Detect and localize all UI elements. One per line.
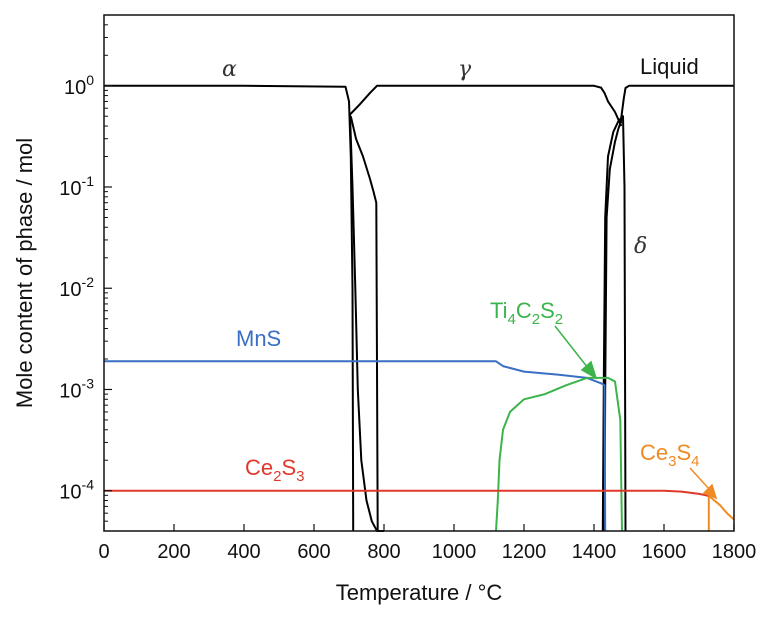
x-tick-label: 1600 (642, 541, 687, 563)
ce2s3-label-part: S (281, 455, 296, 480)
x-tick-label: 600 (297, 541, 330, 563)
gamma-label: γ (458, 57, 472, 82)
ce2s3-label-part: Ce (245, 455, 273, 480)
alpha-label: α (222, 57, 237, 82)
ce3s4-label: Ce3S4 (640, 440, 700, 470)
x-tick-label: 200 (157, 541, 190, 563)
ti4c2s2-label-part: S (540, 298, 555, 323)
series-line-delta (601, 115, 627, 532)
x-axis-label: Temperature / °C (336, 580, 503, 605)
series-line-Ce3S4 (708, 495, 735, 521)
series-line-alpha (104, 84, 355, 532)
series-line-Ti4C2S2 (495, 376, 623, 532)
x-tick-label: 1400 (572, 541, 617, 563)
ce2s3-label-sub: 3 (296, 468, 304, 485)
x-tick-label: 1200 (502, 541, 547, 563)
ti4c2s2-label-sub: 2 (532, 311, 540, 328)
ce3s4-label-part: S (676, 440, 691, 465)
series-line-alpha (349, 115, 379, 532)
ce2s3-label: Ce2S3 (245, 455, 305, 485)
mns-label: MnS (236, 326, 281, 351)
ti4c2s2-label-part: Ti (490, 298, 508, 323)
x-tick-label: 800 (367, 541, 400, 563)
curves-layer (104, 84, 735, 532)
ce3s4-arrow (689, 467, 718, 500)
ti4c2s2-arrow (554, 325, 598, 380)
ti4c2s2-label: Ti4C2S2 (490, 298, 563, 328)
series-line-liquid (619, 84, 734, 127)
y-tick-label: 10-2 (59, 274, 94, 301)
liquid-label: Liquid (640, 54, 699, 79)
delta-label: δ (634, 234, 647, 259)
plot-frame (103, 14, 735, 532)
y-tick-label: 10-3 (59, 375, 94, 402)
x-axis: 0 200 400 600 800 1000 1200 1400 1600 1800 (98, 524, 756, 563)
y-tick-label: 10-1 (59, 173, 94, 200)
ce3s4-label-sub: 3 (668, 453, 676, 470)
ti4c2s2-label-sub: 4 (508, 311, 516, 328)
x-tick-label: 0 (98, 541, 109, 563)
series-line-gamma (349, 84, 623, 127)
series-line-MnS (104, 360, 607, 532)
ce3s4-label-sub: 4 (691, 453, 699, 470)
x-tick-label: 400 (227, 541, 260, 563)
series-line-gamma (349, 114, 384, 532)
x-tick-label: 1000 (432, 541, 477, 563)
ti4c2s2-label-part: C (516, 298, 532, 323)
y-tick-label: 100 (64, 72, 94, 99)
ce2s3-label-sub: 2 (273, 468, 281, 485)
y-axis: 100 10-1 10-2 10-3 10-4 (59, 14, 112, 532)
ce3s4-label-part: Ce (640, 440, 668, 465)
y-tick-label: 10-4 (59, 477, 94, 504)
x-tick-label: 1800 (712, 541, 757, 563)
y-axis-label: Mole content of phase / mol (12, 138, 37, 408)
ti4c2s2-label-sub: 2 (555, 311, 563, 328)
series-line-Ce2S3 (104, 489, 710, 498)
